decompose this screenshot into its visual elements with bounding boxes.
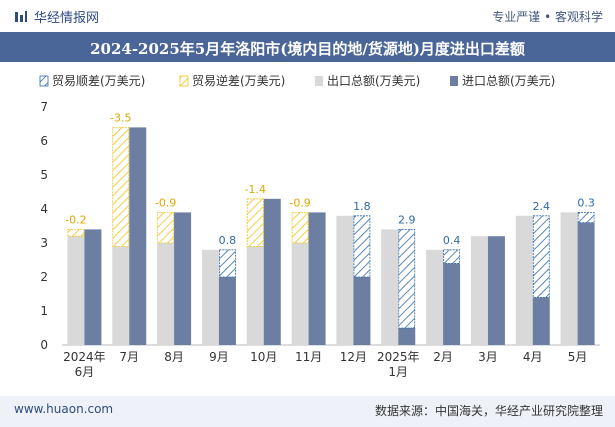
import-bar [218, 277, 236, 345]
x-tick-label: 5月 [568, 350, 588, 364]
tagline: 专业严谨 • 客观科学 [492, 10, 603, 24]
export-bar [381, 229, 399, 345]
surplus-marker [219, 249, 236, 278]
import-bar [263, 198, 281, 345]
export-bar [470, 236, 488, 345]
deficit-marker [246, 198, 264, 247]
balance-label: 1.8 [353, 200, 371, 213]
footer: www.huaon.com 数据来源：中国海关，华经产业研究院整理 [0, 396, 615, 427]
deficit-marker [157, 211, 174, 244]
legend-import-swatch [450, 76, 458, 86]
legend: 贸易顺差(万美元) 贸易逆差(万美元) 出口总额(万美元) 进口总额(万美元) [39, 73, 555, 88]
x-tick-label: 10月 [250, 350, 277, 364]
y-tick-label: 1 [40, 304, 48, 318]
y-tick-label: 5 [40, 168, 48, 182]
brand[interactable]: 华经情报网 [14, 7, 99, 26]
export-bar [112, 246, 130, 345]
y-tick-label: 0 [40, 338, 48, 352]
y-tick-label: 4 [40, 202, 48, 216]
legend-import-label: 进口总额(万美元) [462, 74, 555, 88]
y-tick-label: 2 [40, 270, 48, 284]
import-bar [84, 229, 102, 345]
deficit-marker [112, 127, 130, 247]
chart-title: 2024-2025年5月年洛阳市(境内目的地/货源地)月度进出口差额 [90, 40, 525, 58]
balance-label: -3.5 [110, 111, 131, 124]
import-bar [532, 297, 550, 345]
import-bar [308, 212, 326, 345]
legend-surplus-label: 贸易顺差(万美元) [52, 74, 145, 88]
website-link[interactable]: www.huaon.com [14, 402, 114, 416]
balance-label: -0.9 [289, 196, 310, 209]
axes: 0 1 2 3 4 5 6 7 2024年 6月 7月 8月 9月 10月 11月 12月 2025年 1月 2月 3… [40, 100, 600, 379]
export-bar [336, 215, 354, 345]
import-bar [577, 222, 595, 345]
legend-export-swatch [315, 76, 323, 86]
data-source: 数据来源：中国海关，华经产业研究院整理 [374, 404, 603, 418]
x-tick-label: 8月 [164, 350, 184, 364]
balance-label: 2.4 [533, 200, 551, 213]
title-bar: 2024-2025年5月年洛阳市(境内目的地/货源地)月度进出口差额 [0, 32, 615, 62]
x-tick-label: 3月 [478, 350, 498, 364]
balance-label: -0.9 [155, 196, 176, 209]
legend-surplus-swatch [39, 75, 49, 87]
surplus-marker [398, 228, 416, 329]
import-bar [443, 263, 461, 345]
top-bar: 华经情报网 专业严谨 • 客观科学 [0, 0, 615, 32]
legend-export-label: 出口总额(万美元) [327, 74, 420, 88]
surplus-marker [443, 249, 460, 264]
export-bar [515, 215, 533, 345]
balance-label: 0.3 [577, 196, 595, 209]
export-bar [291, 243, 309, 345]
surplus-marker [353, 215, 371, 278]
surplus-marker [532, 215, 550, 298]
export-bar [157, 243, 175, 345]
trade-balance-chart: 贸易顺差(万美元) 贸易逆差(万美元) 出口总额(万美元) 进口总额(万美元) 012… [39, 73, 600, 379]
balance-label: -1.4 [245, 183, 266, 196]
import-bar [174, 212, 192, 345]
x-tick-label: 9月 [209, 350, 229, 364]
y-tick-label: 6 [40, 134, 48, 148]
bars [67, 127, 595, 346]
huajing-logo-icon [14, 10, 28, 24]
legend-deficit-label: 贸易逆差(万美元) [192, 73, 285, 88]
surplus-marker [577, 211, 595, 223]
legend-deficit-swatch [179, 75, 189, 87]
x-tick-label: 2024年 6月 [63, 350, 106, 379]
import-bar [353, 277, 371, 345]
x-tick-label: 7月 [119, 350, 139, 364]
balance-label: -0.2 [65, 213, 86, 226]
balance-label: 2.9 [398, 213, 416, 226]
brand-name: 华经情报网 [34, 11, 100, 26]
export-bar [201, 249, 219, 345]
y-tick-label: 7 [40, 100, 48, 114]
y-tick-label: 3 [40, 236, 48, 250]
x-tick-label: 2月 [433, 350, 453, 364]
balance-label: 0.8 [219, 234, 237, 247]
export-bar [246, 246, 264, 345]
import-bar [129, 127, 147, 346]
export-bar [67, 236, 85, 345]
export-bar [426, 249, 444, 345]
export-bar [560, 212, 578, 345]
x-tick-label: 2025年 1月 [377, 350, 420, 379]
x-tick-label: 11月 [295, 350, 322, 364]
x-tick-label: 12月 [340, 350, 367, 364]
import-bar [487, 236, 505, 345]
deficit-marker [291, 211, 309, 244]
balance-label: 0.4 [443, 234, 461, 247]
x-tick-label: 4月 [523, 350, 543, 364]
deficit-marker [67, 228, 85, 237]
import-bar [398, 328, 416, 345]
value-labels: -0.2 -3.5 -0.9 0.8 -1.4 -0.9 1.8 2.9 0.4 2.4 0.3 [65, 111, 595, 246]
